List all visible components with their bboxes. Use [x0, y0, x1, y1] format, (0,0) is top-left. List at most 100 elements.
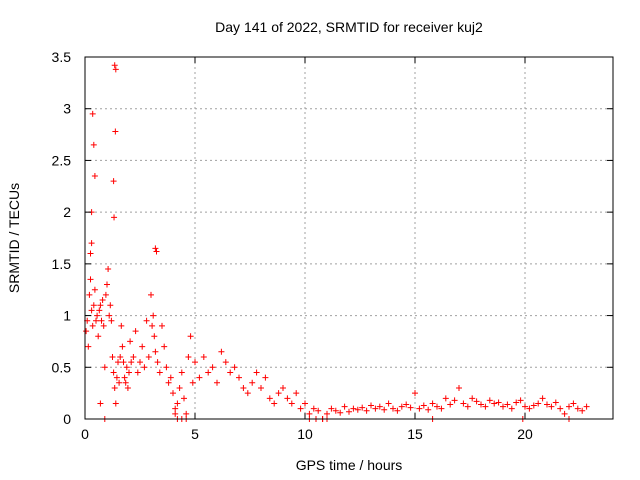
- data-point: [552, 399, 559, 406]
- data-point: [128, 359, 135, 366]
- data-point: [522, 403, 528, 410]
- data-point: [89, 322, 96, 329]
- data-point: [111, 62, 118, 69]
- data-point: [87, 276, 94, 283]
- data-point: [447, 401, 454, 408]
- data-point: [118, 322, 125, 329]
- data-point: [385, 400, 392, 407]
- data-point: [91, 286, 98, 293]
- data-point: [517, 397, 524, 404]
- data-point: [98, 317, 105, 324]
- data-point: [482, 403, 489, 410]
- data-point: [363, 407, 370, 414]
- data-point: [112, 128, 119, 135]
- data-point: [570, 400, 577, 407]
- data-point: [101, 364, 108, 371]
- data-point: [85, 343, 92, 350]
- data-point: [478, 401, 484, 408]
- data-point: [280, 384, 286, 391]
- data-point: [181, 395, 187, 402]
- data-point: [108, 317, 115, 324]
- data-point: [315, 407, 322, 414]
- data-point: [97, 400, 104, 407]
- data-point: [434, 403, 440, 410]
- data-point: [548, 403, 555, 410]
- data-point: [557, 405, 564, 412]
- data-point: [394, 407, 401, 414]
- data-point: [544, 401, 550, 408]
- data-point: [137, 359, 143, 366]
- data-point: [161, 343, 168, 350]
- data-point: [123, 364, 130, 371]
- y-tick-labels: 0 0.5 1 1.5 2 2.5 3 3.5: [52, 49, 72, 427]
- data-point: [88, 307, 95, 314]
- data-point: [115, 359, 121, 366]
- data-point: [266, 395, 273, 402]
- data-point: [354, 406, 361, 413]
- data-point: [151, 333, 158, 340]
- data-point: [156, 369, 163, 376]
- data-point: [178, 369, 185, 376]
- data-points: [83, 62, 590, 422]
- data-point: [416, 405, 423, 412]
- data-point: [561, 410, 568, 417]
- data-point: [167, 374, 174, 381]
- data-point: [346, 408, 352, 415]
- data-point: [132, 328, 139, 335]
- data-point: [120, 359, 127, 366]
- data-point: [240, 384, 247, 391]
- axis-ticks: [84, 56, 613, 420]
- data-point: [359, 404, 366, 411]
- data-point: [368, 402, 374, 409]
- data-point: [174, 400, 181, 407]
- data-point: [116, 379, 123, 386]
- data-point: [451, 397, 458, 404]
- data-point: [302, 400, 308, 407]
- data-point: [189, 379, 196, 386]
- data-point: [209, 364, 216, 371]
- data-point: [105, 266, 112, 273]
- data-point: [149, 322, 156, 329]
- data-point: [86, 291, 93, 298]
- data-point: [508, 405, 515, 412]
- data-point: [583, 403, 590, 410]
- data-point: [113, 374, 120, 381]
- data-point: [96, 307, 103, 314]
- data-point: [126, 369, 132, 376]
- data-point: [275, 390, 282, 397]
- data-point: [88, 240, 95, 247]
- data-point: [152, 245, 159, 252]
- data-point: [176, 384, 183, 391]
- data-point: [187, 333, 194, 340]
- data-point: [122, 379, 129, 386]
- y-tick-label: 1: [63, 308, 71, 324]
- y-tick-label: 0: [63, 411, 71, 427]
- data-point: [258, 384, 264, 391]
- data-point: [100, 322, 107, 329]
- y-tick-label: 2: [63, 204, 71, 220]
- data-point: [110, 178, 117, 185]
- data-point: [244, 390, 251, 397]
- data-point: [89, 110, 96, 117]
- data-point: [425, 406, 432, 413]
- data-point: [124, 384, 131, 391]
- data-point: [504, 401, 511, 408]
- data-point: [153, 248, 160, 255]
- data-point: [530, 402, 537, 409]
- data-point: [262, 374, 269, 381]
- data-point: [112, 400, 119, 407]
- data-point: [91, 172, 98, 179]
- data-point: [500, 403, 506, 410]
- data-point: [350, 405, 357, 412]
- x-tick-label: 20: [517, 426, 533, 442]
- data-point: [332, 407, 339, 414]
- data-point: [183, 410, 190, 417]
- data-point: [486, 397, 493, 404]
- data-point: [293, 390, 300, 397]
- data-point: [442, 395, 449, 402]
- data-point: [97, 302, 104, 309]
- data-point: [130, 353, 137, 360]
- x-tick-label: 10: [297, 426, 313, 442]
- data-point: [152, 348, 159, 355]
- data-point: [412, 390, 418, 397]
